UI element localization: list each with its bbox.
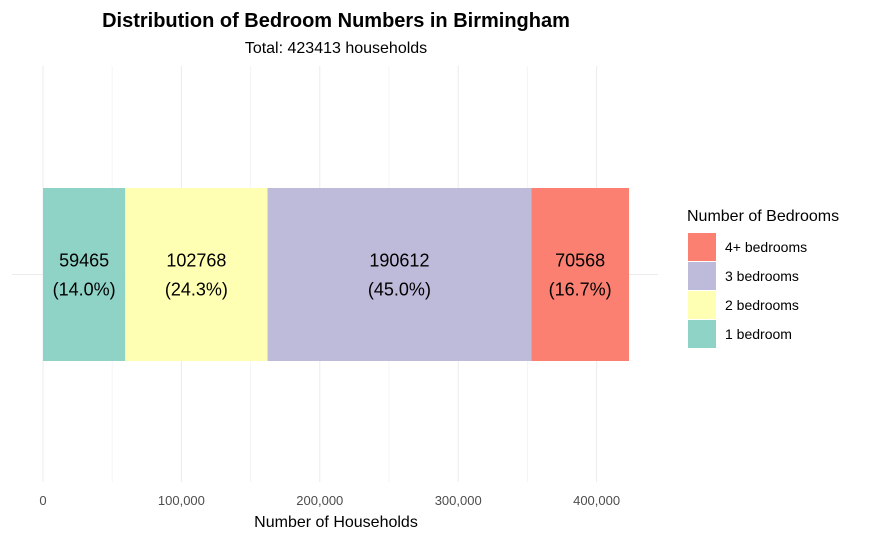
legend-title: Number of Bedrooms — [687, 208, 839, 225]
bar-segment-4 — [531, 188, 629, 361]
segment-value-label: 102768 — [166, 251, 226, 271]
legend-label: 1 bedroom — [725, 326, 792, 342]
segment-percent-label: (45.0%) — [368, 280, 431, 300]
x-tick-label: 300,000 — [435, 493, 482, 508]
segment-value-label: 59465 — [59, 251, 109, 271]
x-axis-title: Number of Households — [254, 514, 418, 531]
segment-value-label: 190612 — [369, 251, 429, 271]
legend-swatch — [688, 233, 716, 261]
legend: Number of Bedrooms 4+ bedrooms 3 bedrooms… — [687, 208, 839, 348]
segment-value-label: 70568 — [555, 251, 605, 271]
segment-percent-label: (14.0%) — [53, 280, 116, 300]
segment-percent-label: (16.7%) — [549, 280, 612, 300]
legend-swatch — [688, 262, 716, 290]
chart-title: Distribution of Bedroom Numbers in Birmi… — [102, 10, 570, 32]
x-tick-label: 100,000 — [158, 493, 205, 508]
legend-swatch — [688, 291, 716, 319]
bar-segment-3 — [267, 188, 532, 361]
x-tick-label: 200,000 — [296, 493, 343, 508]
segment-percent-label: (24.3%) — [165, 280, 228, 300]
chart-subtitle: Total: 423413 households — [245, 40, 427, 57]
legend-label: 4+ bedrooms — [725, 239, 807, 255]
x-tick-label: 400,000 — [573, 493, 620, 508]
stacked-bar: 59465 (14.0%) 102768 (24.3%) 190612 (45.0%) 70… — [43, 188, 629, 361]
legend-swatch — [688, 320, 716, 348]
legend-items: 4+ bedrooms 3 bedrooms 2 bedrooms 1 bedroom — [688, 233, 807, 348]
legend-label: 2 bedrooms — [725, 297, 799, 313]
bar-segment-1 — [43, 188, 126, 361]
legend-label: 3 bedrooms — [725, 268, 799, 284]
bar-segment-2 — [125, 188, 268, 361]
x-axis-ticks: 0 100,000 200,000 300,000 400,000 — [39, 493, 620, 508]
x-tick-label: 0 — [39, 493, 46, 508]
